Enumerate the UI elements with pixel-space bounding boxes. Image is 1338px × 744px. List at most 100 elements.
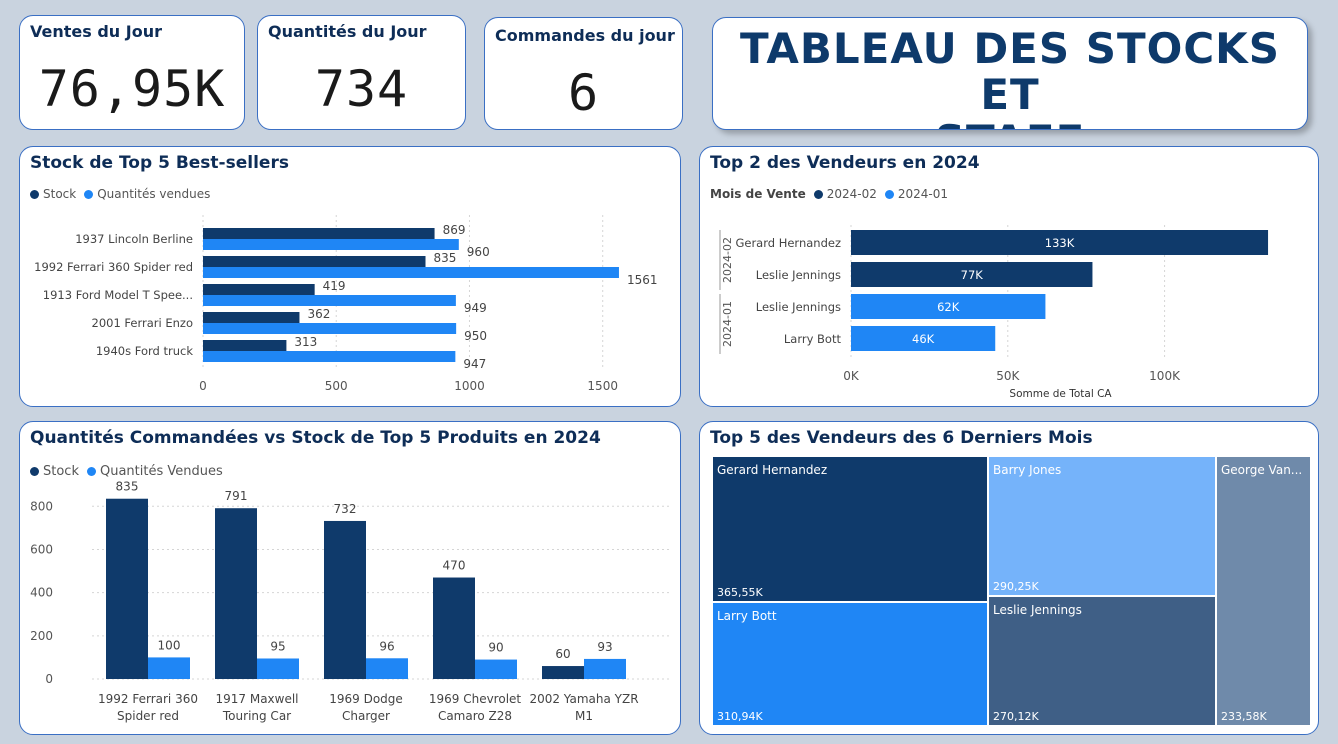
kpi-card-sales: Ventes du Jour 76,95K [19,15,245,130]
x-tick-label: 1500 [587,379,618,393]
treemap-cell-name: Larry Bott [717,609,777,623]
legend-dot-stock [30,189,39,199]
data-label: 95 [270,639,285,653]
category-label: M1 [575,709,593,723]
chart-title: Stock de Top 5 Best-sellers [30,153,289,173]
legend-label: Stock [43,187,77,201]
data-label: 46K [912,332,935,346]
y-tick-label: 400 [30,586,53,600]
treemap-cell-name: Barry Jones [993,463,1062,477]
bar [366,658,408,679]
chart-legend: Stock Quantités Vendues [30,464,223,479]
treemap-cell[interactable]: Larry Bott 310,94K [712,602,988,726]
data-label: 62K [937,300,960,314]
bar [203,239,459,250]
chart-quantities-vs-stock: Quantités Commandées vs Stock de Top 5 P… [19,421,681,735]
bar [215,508,257,679]
group-label: 2024-01 [721,301,734,347]
category-label: 1937 Lincoln Berline [75,232,193,246]
data-label: 419 [323,279,346,293]
bar [851,326,996,351]
chart-best-sellers: Stock de Top 5 Best-sellers Stock Quanti… [19,146,681,407]
x-tick-label: 50K [996,369,1020,383]
bar [203,312,300,323]
data-label: 791 [225,489,248,503]
treemap-cell[interactable]: George Van... 233,58K [1216,456,1311,726]
data-label: 77K [961,268,984,282]
legend-dot-2024-01 [884,189,894,199]
bar [851,294,1046,319]
x-tick-label: 100K [1149,369,1181,383]
data-label: 100 [158,638,181,652]
chart-title: Top 2 des Vendeurs en 2024 [710,153,980,173]
treemap-cell[interactable]: Leslie Jennings 270,12K [988,596,1216,726]
bar [324,520,366,679]
kpi-card-orders: Commandes du jour 6 [484,17,683,130]
category-label: 1969 Chevrolet [429,692,522,706]
bar [851,262,1093,287]
y-tick-label: 200 [30,629,53,643]
chart-legend: Stock Quantités vendues [30,187,210,201]
bar [203,323,457,334]
legend-label: 2024-01 [897,187,948,201]
dashboard-title-card: TABLEAU DES STOCKS ET STAFF [712,17,1308,130]
treemap-cell[interactable]: Barry Jones 290,25K [988,456,1216,596]
data-label: 835 [116,480,139,494]
chart-title: Quantités Commandées vs Stock de Top 5 P… [30,428,601,448]
data-label: 960 [467,245,490,259]
treemap-cell-value: 365,55K [717,586,763,599]
category-label: 1992 Ferrari 360 Spider red [34,260,193,274]
data-label: 60 [555,647,570,661]
bar [542,666,584,679]
x-axis-title: Somme de Total CA [1009,388,1112,400]
dashboard-title-line1: TABLEAU DES STOCKS ET [740,24,1280,119]
bar [203,351,456,362]
category-label: Leslie Jennings [756,300,841,314]
category-label: Leslie Jennings [756,268,841,282]
category-label: Touring Car [222,709,291,723]
data-label: 96 [379,639,394,653]
kpi-title: Commandes du jour [495,26,675,45]
y-tick-label: 800 [30,499,53,513]
bar [148,657,190,679]
treemap-cell-name: Leslie Jennings [993,603,1082,617]
group-label: 2024-02 [721,237,734,283]
chart-top-vendors-svg: 0K 50K 100K Somme de Total CA 2024-02 Gerard … [719,225,1269,400]
data-label: 732 [334,502,357,516]
chart-quantities-svg: 0 200 400 600 800 835 100 1992 Ferrari 360 Spide… [30,480,670,723]
category-label: Spider red [117,709,179,723]
legend-label: Quantités vendues [97,187,211,201]
data-label: 133K [1045,236,1075,250]
treemap-cell[interactable]: Gerard Hernandez 365,55K [712,456,988,602]
chart-treemap-vendors: Top 5 des Vendeurs des 6 Derniers Mois G… [699,421,1319,735]
kpi-value: 734 [314,60,409,118]
chart-legend: Mois de Vente 2024-02 2024-01 [710,187,948,201]
data-label: 1561 [627,273,658,287]
data-label: 470 [443,559,466,573]
bar [475,659,517,679]
data-label: 313 [294,335,317,349]
data-label: 362 [307,307,330,321]
data-label: 90 [488,641,503,655]
category-label: Camaro Z28 [438,709,512,723]
bar [433,577,475,679]
kpi-title: Quantités du Jour [268,22,427,41]
legend-dot-stock [30,467,39,476]
x-tick-label: 0K [843,369,860,383]
category-label: 1917 Maxwell [215,692,298,706]
x-tick-label: 0 [199,379,207,393]
dashboard-title-line2: STAFF [713,118,1307,130]
legend-label: Stock [43,464,79,479]
bar [203,256,426,267]
y-tick-label: 0 [45,672,53,686]
bar [584,658,626,679]
kpi-value: 6 [567,64,600,122]
data-label: 93 [597,640,612,654]
category-label: Charger [342,709,390,723]
dashboard-title: TABLEAU DES STOCKS ET STAFF [713,26,1307,130]
data-label: 869 [443,223,466,237]
x-tick-label: 1000 [454,379,485,393]
bar [203,340,287,351]
legend-dot-sold [84,189,94,199]
